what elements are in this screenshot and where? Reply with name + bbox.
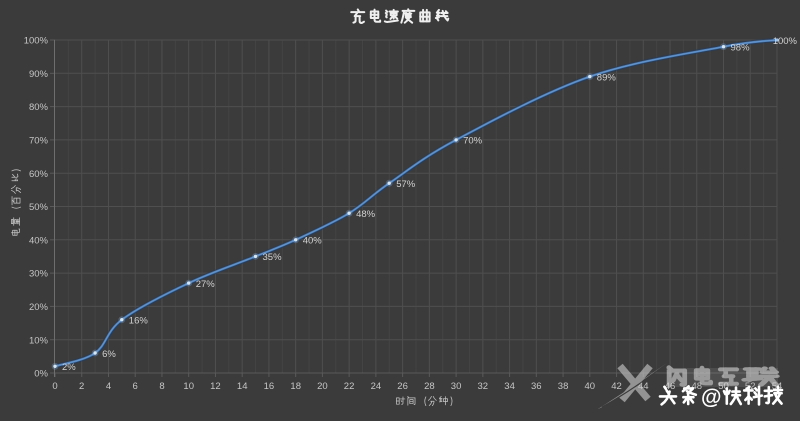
svg-text:27%: 27%: [196, 279, 216, 290]
svg-text:10%: 10%: [29, 335, 49, 346]
svg-text:18: 18: [290, 381, 301, 392]
svg-text:12: 12: [210, 381, 221, 392]
svg-text:24: 24: [371, 381, 382, 392]
svg-text:10: 10: [183, 381, 194, 392]
svg-text:57%: 57%: [396, 179, 416, 190]
svg-text:30: 30: [451, 381, 462, 392]
svg-text:6%: 6%: [102, 349, 116, 360]
svg-text:16: 16: [264, 381, 275, 392]
svg-text:90%: 90%: [29, 69, 49, 80]
svg-text:98%: 98%: [731, 43, 751, 54]
svg-text:28: 28: [424, 381, 435, 392]
svg-text:22: 22: [344, 381, 355, 392]
svg-text:44: 44: [638, 381, 649, 392]
svg-text:35%: 35%: [263, 252, 283, 263]
svg-text:16%: 16%: [129, 316, 149, 327]
svg-text:26: 26: [397, 381, 408, 392]
svg-text:40%: 40%: [29, 235, 49, 246]
svg-text:48%: 48%: [356, 209, 376, 220]
svg-text:40%: 40%: [303, 236, 323, 247]
svg-text:20%: 20%: [29, 302, 49, 313]
svg-text:20: 20: [317, 381, 328, 392]
svg-text:2%: 2%: [62, 362, 76, 373]
svg-text:70%: 70%: [463, 136, 483, 147]
svg-text:100%: 100%: [24, 36, 49, 47]
svg-text:@: @: [701, 386, 721, 409]
svg-text:50%: 50%: [29, 202, 49, 213]
svg-text:14: 14: [237, 381, 248, 392]
svg-text:0%: 0%: [34, 369, 48, 380]
svg-text:38: 38: [558, 381, 569, 392]
svg-text:40: 40: [585, 381, 596, 392]
svg-text:4: 4: [106, 381, 111, 392]
svg-text:34: 34: [504, 381, 515, 392]
svg-text:32: 32: [478, 381, 489, 392]
svg-text:8: 8: [159, 381, 164, 392]
svg-text:0: 0: [52, 381, 57, 392]
svg-text:2: 2: [79, 381, 84, 392]
svg-text:6: 6: [133, 381, 138, 392]
svg-text:36: 36: [531, 381, 542, 392]
svg-text:30%: 30%: [29, 269, 49, 280]
svg-text:89%: 89%: [597, 72, 617, 83]
svg-text:60%: 60%: [29, 169, 49, 180]
svg-text:50: 50: [718, 381, 729, 392]
svg-text:70%: 70%: [29, 136, 49, 147]
svg-text:42: 42: [611, 381, 622, 392]
svg-text:48: 48: [692, 381, 703, 392]
svg-text:100%: 100%: [773, 36, 798, 47]
svg-text:80%: 80%: [29, 102, 49, 113]
